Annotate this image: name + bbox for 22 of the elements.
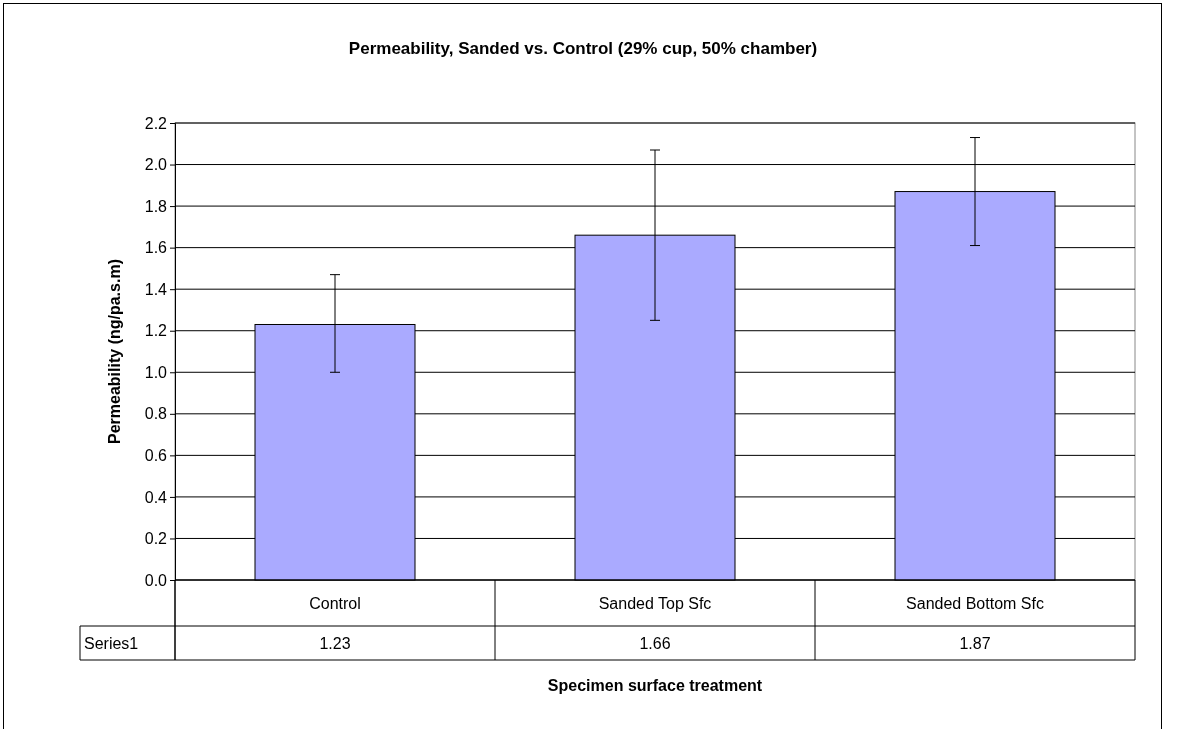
x-tick-label: Sanded Bottom Sfc xyxy=(906,595,1044,612)
y-tick-label: 0.8 xyxy=(144,405,168,423)
chart-title: Permeability, Sanded vs. Control (29% cup, 50% chamber) xyxy=(348,39,818,58)
y-tick-label: 2.2 xyxy=(144,114,168,132)
data-label: 1.23 xyxy=(319,635,351,652)
y-axis-title: Permeability (ng/pa.s.m) xyxy=(106,259,123,444)
y-tick-label: 1.0 xyxy=(144,363,168,381)
data-label: 1.87 xyxy=(959,635,991,652)
y-tick-label: 1.8 xyxy=(144,197,168,215)
y-tick-label: 0.0 xyxy=(144,571,168,589)
y-tick-label: 2.0 xyxy=(144,156,168,174)
y-tick-label: 0.2 xyxy=(144,530,168,548)
data-label: 1.66 xyxy=(639,635,671,652)
x-tick-label: Sanded Top Sfc xyxy=(598,595,712,612)
y-tick-label: 0.6 xyxy=(144,446,168,464)
legend-label: Series1 xyxy=(84,635,139,652)
x-tick-label: Control xyxy=(309,595,361,612)
x-axis-title: Specimen surface treatment xyxy=(547,677,763,694)
y-tick-label: 1.2 xyxy=(144,322,168,340)
y-tick-label: 1.6 xyxy=(144,239,168,257)
y-tick-label: 0.4 xyxy=(144,488,168,506)
y-tick-label: 1.4 xyxy=(144,280,168,298)
